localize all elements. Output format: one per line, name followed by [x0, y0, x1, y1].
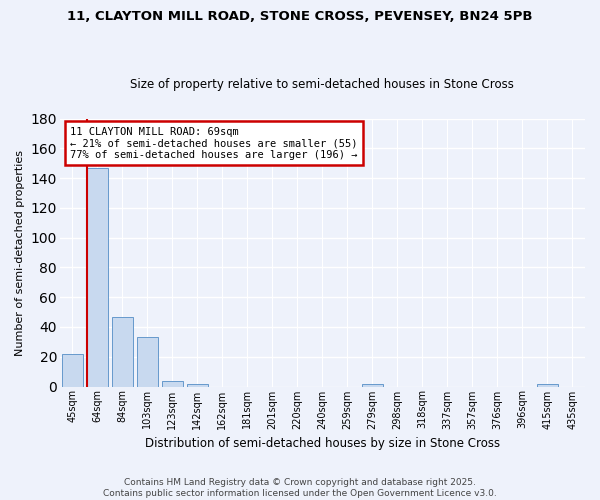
Bar: [187, 384, 208, 386]
Text: 11 CLAYTON MILL ROAD: 69sqm
← 21% of semi-detached houses are smaller (55)
77% o: 11 CLAYTON MILL ROAD: 69sqm ← 21% of sem…: [70, 126, 358, 160]
Bar: [137, 338, 158, 386]
Text: Contains HM Land Registry data © Crown copyright and database right 2025.
Contai: Contains HM Land Registry data © Crown c…: [103, 478, 497, 498]
Bar: [162, 380, 183, 386]
Bar: [112, 316, 133, 386]
X-axis label: Distribution of semi-detached houses by size in Stone Cross: Distribution of semi-detached houses by …: [145, 437, 500, 450]
Bar: [87, 168, 108, 386]
Bar: [62, 354, 83, 386]
Bar: [362, 384, 383, 386]
Bar: [537, 384, 558, 386]
Title: Size of property relative to semi-detached houses in Stone Cross: Size of property relative to semi-detach…: [130, 78, 514, 91]
Y-axis label: Number of semi-detached properties: Number of semi-detached properties: [15, 150, 25, 356]
Text: 11, CLAYTON MILL ROAD, STONE CROSS, PEVENSEY, BN24 5PB: 11, CLAYTON MILL ROAD, STONE CROSS, PEVE…: [67, 10, 533, 23]
